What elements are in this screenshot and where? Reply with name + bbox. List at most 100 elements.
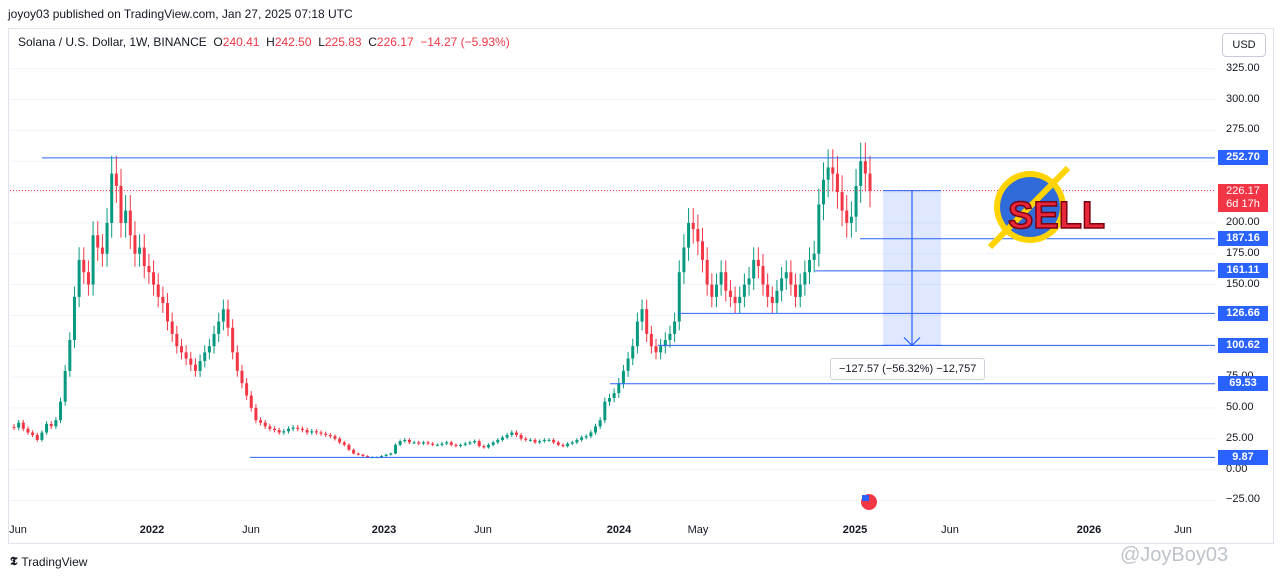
last-price-value: 226.17	[1226, 185, 1260, 197]
candle-body	[156, 284, 160, 297]
candle-body	[338, 438, 342, 443]
candle-body	[91, 235, 95, 285]
level-price-label: 9.87	[1218, 449, 1268, 465]
candle-body	[514, 432, 518, 435]
candle-body	[45, 423, 49, 433]
candle-body	[305, 430, 309, 433]
level-price-label: 126.66	[1218, 305, 1268, 321]
candle-body	[403, 439, 407, 442]
candle-body	[705, 259, 709, 285]
candle-body	[124, 210, 128, 223]
candle-body	[21, 422, 25, 429]
candle-body	[505, 434, 509, 438]
measure-tooltip: −127.57 (−56.32%) −12,757	[830, 358, 986, 380]
symbol-name[interactable]: Solana / U.S. Dollar, 1W, BINANCE	[18, 35, 207, 49]
candle-body	[747, 278, 751, 285]
candle-body	[468, 442, 472, 444]
candle-body	[626, 358, 630, 371]
candle-body	[59, 401, 63, 421]
candle-body	[319, 432, 323, 434]
candle-body	[249, 395, 253, 408]
candle-body	[659, 346, 663, 353]
bar-countdown: 6d 17h	[1226, 198, 1260, 210]
candle-body	[598, 420, 602, 427]
price-tick-label: 50.00	[1226, 400, 1254, 413]
candle-body	[119, 185, 123, 223]
level-price-label: 100.62	[1218, 337, 1268, 353]
candle-body	[482, 446, 486, 448]
price-tick-label: 200.00	[1226, 215, 1260, 228]
candle-body	[449, 442, 453, 445]
candle-body	[240, 370, 244, 384]
candle-body	[380, 455, 384, 458]
candle-body	[245, 383, 249, 396]
candle-body	[273, 428, 277, 431]
candle-body	[114, 173, 118, 186]
candle-body	[691, 222, 695, 230]
price-tick-label: 150.00	[1226, 277, 1260, 290]
candle-body	[310, 431, 314, 433]
candle-body	[389, 453, 393, 455]
candle-body	[742, 284, 746, 297]
candle-body	[54, 420, 58, 427]
candle-body	[770, 296, 774, 304]
price-tick-label: 300.00	[1226, 92, 1260, 105]
candle-body	[542, 439, 546, 442]
candle-body	[826, 167, 830, 180]
candle-body	[803, 272, 807, 285]
candle-body	[184, 352, 188, 359]
candle-body	[40, 432, 44, 440]
time-tick-label: Jun	[474, 524, 492, 536]
candle-body	[77, 259, 81, 297]
candle-body	[17, 422, 21, 428]
candle-body	[445, 442, 449, 444]
candle-body	[440, 443, 444, 445]
candle-body	[635, 321, 639, 347]
candle-body	[617, 383, 621, 394]
candle-body	[231, 327, 235, 353]
candle-body	[286, 428, 290, 432]
candle-body	[798, 284, 802, 297]
candle-body	[849, 216, 853, 223]
candle-body	[207, 346, 211, 353]
time-tick-label: 2024	[606, 524, 632, 536]
candle-body	[575, 439, 579, 443]
price-tick-label: 0.00	[1226, 462, 1248, 475]
candle-body	[259, 420, 263, 423]
tradingview-logo[interactable]: 𝕿 TradingView	[10, 554, 87, 569]
candle-body	[212, 333, 216, 347]
candle-body	[226, 309, 230, 328]
candle-body	[356, 453, 360, 455]
us-flag-canton	[862, 495, 869, 501]
level-price-label: 187.16	[1218, 231, 1268, 247]
candle-body	[147, 266, 151, 273]
candle-body	[347, 444, 351, 450]
price-tick-label: 25.00	[1226, 431, 1254, 444]
close-label: C	[368, 35, 377, 49]
candle-body	[398, 441, 402, 445]
candle-body	[556, 442, 560, 445]
candle-body	[431, 443, 435, 445]
chart-frame[interactable]	[8, 28, 1274, 544]
candle-body	[31, 432, 35, 435]
time-tick-label: 2026	[1076, 524, 1102, 536]
tradingview-logo-icon: 𝕿	[10, 554, 18, 568]
candle-body	[263, 422, 267, 427]
level-price-label: 161.11	[1218, 263, 1268, 279]
candle-body	[607, 397, 611, 402]
candle-body	[26, 428, 30, 433]
candle-body	[714, 284, 718, 297]
candle-body	[817, 204, 821, 254]
candle-body	[687, 222, 691, 248]
candle-body	[621, 370, 625, 384]
candle-body	[268, 426, 272, 429]
candle-body	[68, 340, 72, 371]
candle-body	[463, 443, 467, 445]
candle-body	[86, 272, 90, 285]
currency-button[interactable]: USD	[1222, 33, 1266, 57]
candle-body	[821, 179, 825, 205]
candle-body	[584, 436, 588, 438]
candle-body	[328, 434, 332, 437]
candle-body	[654, 346, 658, 353]
